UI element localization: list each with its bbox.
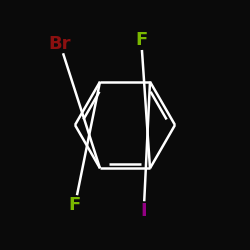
Text: F: F (69, 196, 81, 214)
Text: I: I (140, 202, 147, 220)
Text: F: F (135, 31, 147, 49)
Text: Br: Br (49, 35, 71, 53)
